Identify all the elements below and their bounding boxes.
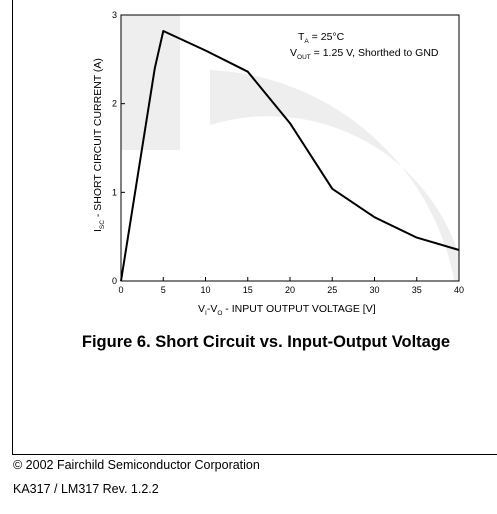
short-circuit-chart: 0 5 10 15 20 25 30 35 40 0 1 2 3 TA = 25°C VOUT = 1… <box>92 0 464 317</box>
y-tick-label: 2 <box>112 99 117 109</box>
annotation-vout: VOUT = 1.25 V, Shorthed to GND <box>290 47 439 61</box>
watermark-arc <box>210 70 459 281</box>
footer-revision: KA317 / LM317 Rev. 1.2.2 <box>13 482 159 496</box>
watermark-logo <box>121 0 459 281</box>
x-tick-label: 35 <box>412 285 422 295</box>
y-tick-label: 0 <box>112 276 117 286</box>
watermark-left-bar <box>121 15 180 150</box>
x-tick-label: 20 <box>285 285 295 295</box>
series-line-short-circuit-current <box>120 30 460 282</box>
annotation-temperature: TA = 25°C <box>298 31 345 45</box>
x-tick-label: 30 <box>369 285 379 295</box>
y-tick-label: 3 <box>112 10 117 20</box>
x-tick-label: 5 <box>161 285 166 295</box>
watermark-top-band <box>121 0 459 15</box>
x-tick-label: 15 <box>243 285 253 295</box>
footer-copyright: © 2002 Fairchild Semiconductor Corporati… <box>13 458 260 472</box>
x-tick-label: 25 <box>327 285 337 295</box>
figure-caption: Figure 6. Short Circuit vs. Input-Output… <box>81 333 451 351</box>
x-axis-ticks: 0 5 10 15 20 25 30 35 40 <box>118 277 464 295</box>
x-axis-label: VI-VO - INPUT OUTPUT VOLTAGE [V] <box>198 303 376 317</box>
x-tick-label: 0 <box>118 285 123 295</box>
y-tick-label: 1 <box>112 187 117 197</box>
x-tick-label: 40 <box>454 285 464 295</box>
page-frame-left-border <box>12 0 13 455</box>
x-tick-label: 10 <box>200 285 210 295</box>
y-axis-label: ISC - SHORT CIRCUIT CURRENT (A) <box>92 58 106 232</box>
page-frame-bottom-border <box>12 454 497 455</box>
